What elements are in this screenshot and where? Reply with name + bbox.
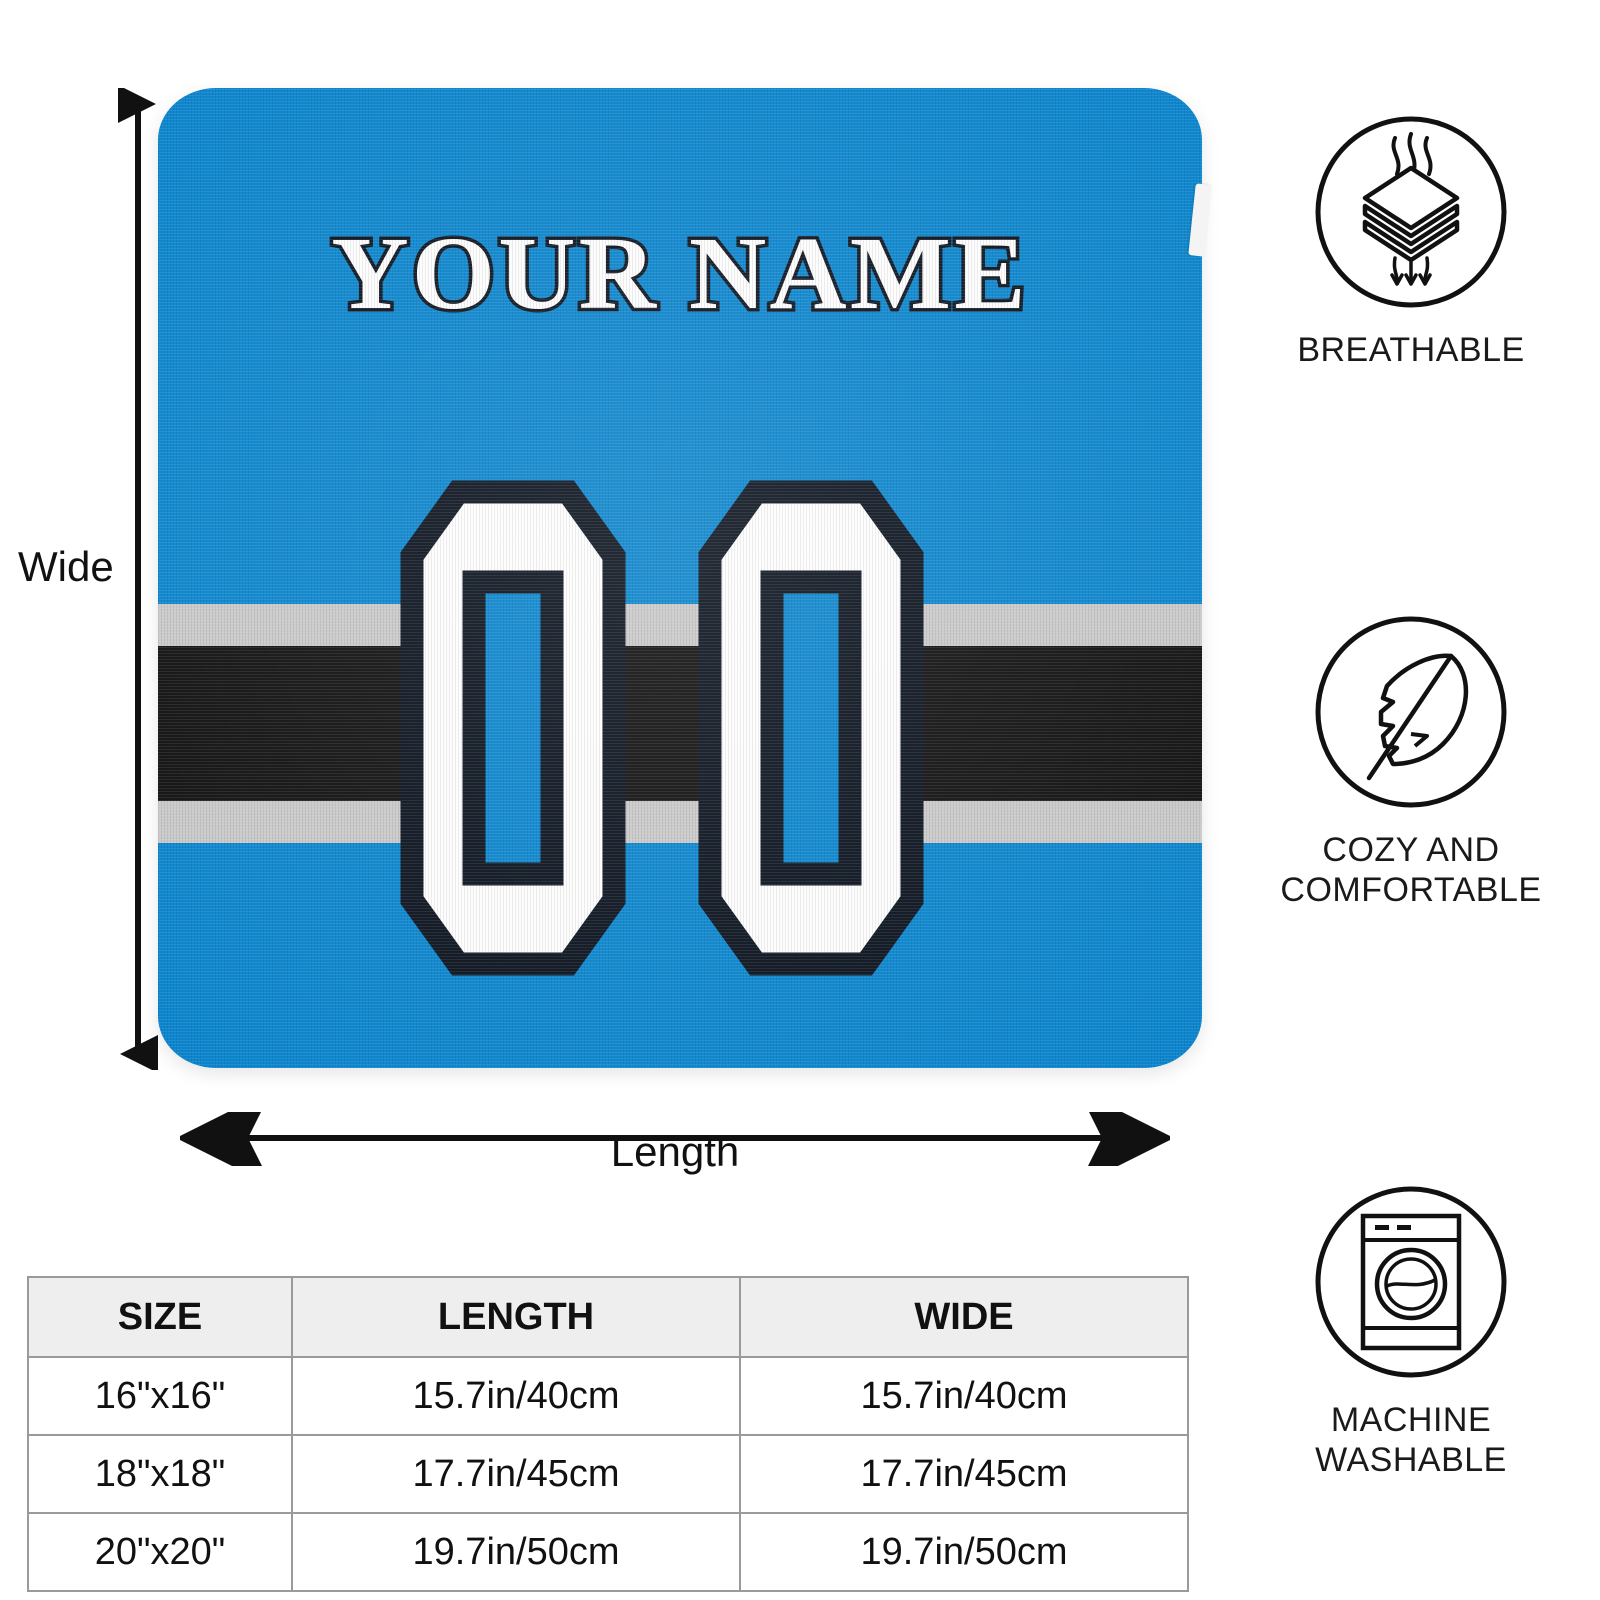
cell-length: 15.7in/40cm — [291, 1356, 741, 1436]
breathable-fabric-layers-icon — [1315, 116, 1507, 308]
jersey-stripe-black — [158, 646, 1202, 801]
table-row: 20"x20" 19.7in/50cm 19.7in/50cm — [27, 1512, 1189, 1592]
jersey-stripe-gray-bottom — [158, 801, 1202, 843]
length-dimension-arrow — [180, 1112, 1170, 1166]
cell-size: 20"x20" — [27, 1512, 293, 1592]
wide-dimension-arrow — [118, 88, 158, 1070]
feature-cozy-label: COZY AND COMFORTABLE — [1280, 831, 1542, 910]
feature-washable-label: MACHINE WASHABLE — [1315, 1401, 1507, 1480]
cell-size: 16"x16" — [27, 1356, 293, 1436]
cell-wide: 15.7in/40cm — [739, 1356, 1189, 1436]
pillow-product-image: YOUR NAME — [158, 88, 1212, 1068]
table-header-row: SIZE LENGTH WIDE — [27, 1276, 1189, 1358]
feature-breathable: BREATHABLE — [1228, 112, 1594, 370]
column-header-wide: WIDE — [739, 1276, 1189, 1358]
feature-machine-washable: MACHINE WASHABLE — [1228, 1182, 1594, 1480]
cell-wide: 17.7in/45cm — [739, 1434, 1189, 1514]
feature-breathable-label: BREATHABLE — [1297, 331, 1525, 369]
feature-cozy-comfortable: COZY AND COMFORTABLE — [1228, 612, 1594, 910]
cell-wide: 19.7in/50cm — [739, 1512, 1189, 1592]
table-row: 16"x16" 15.7in/40cm 15.7in/40cm — [27, 1356, 1189, 1436]
cell-size: 18"x18" — [27, 1434, 293, 1514]
pillow-body: YOUR NAME — [158, 88, 1202, 1068]
cell-length: 19.7in/50cm — [291, 1512, 741, 1592]
jersey-name-text: YOUR NAME — [328, 216, 1029, 331]
feather-icon — [1315, 616, 1507, 808]
column-header-length: LENGTH — [291, 1276, 741, 1358]
length-dimension-label: Length — [610, 1128, 740, 1175]
size-chart-table: SIZE LENGTH WIDE 16"x16" 15.7in/40cm 15.… — [27, 1276, 1189, 1592]
jersey-number-text — [158, 478, 1202, 978]
wide-dimension-label: Wide — [18, 543, 114, 590]
table-row: 18"x18" 17.7in/45cm 17.7in/45cm — [27, 1434, 1189, 1514]
washing-machine-icon — [1315, 1186, 1507, 1378]
jersey-stripe-gray-top — [158, 604, 1202, 646]
cell-length: 17.7in/45cm — [291, 1434, 741, 1514]
column-header-size: SIZE — [27, 1276, 293, 1358]
